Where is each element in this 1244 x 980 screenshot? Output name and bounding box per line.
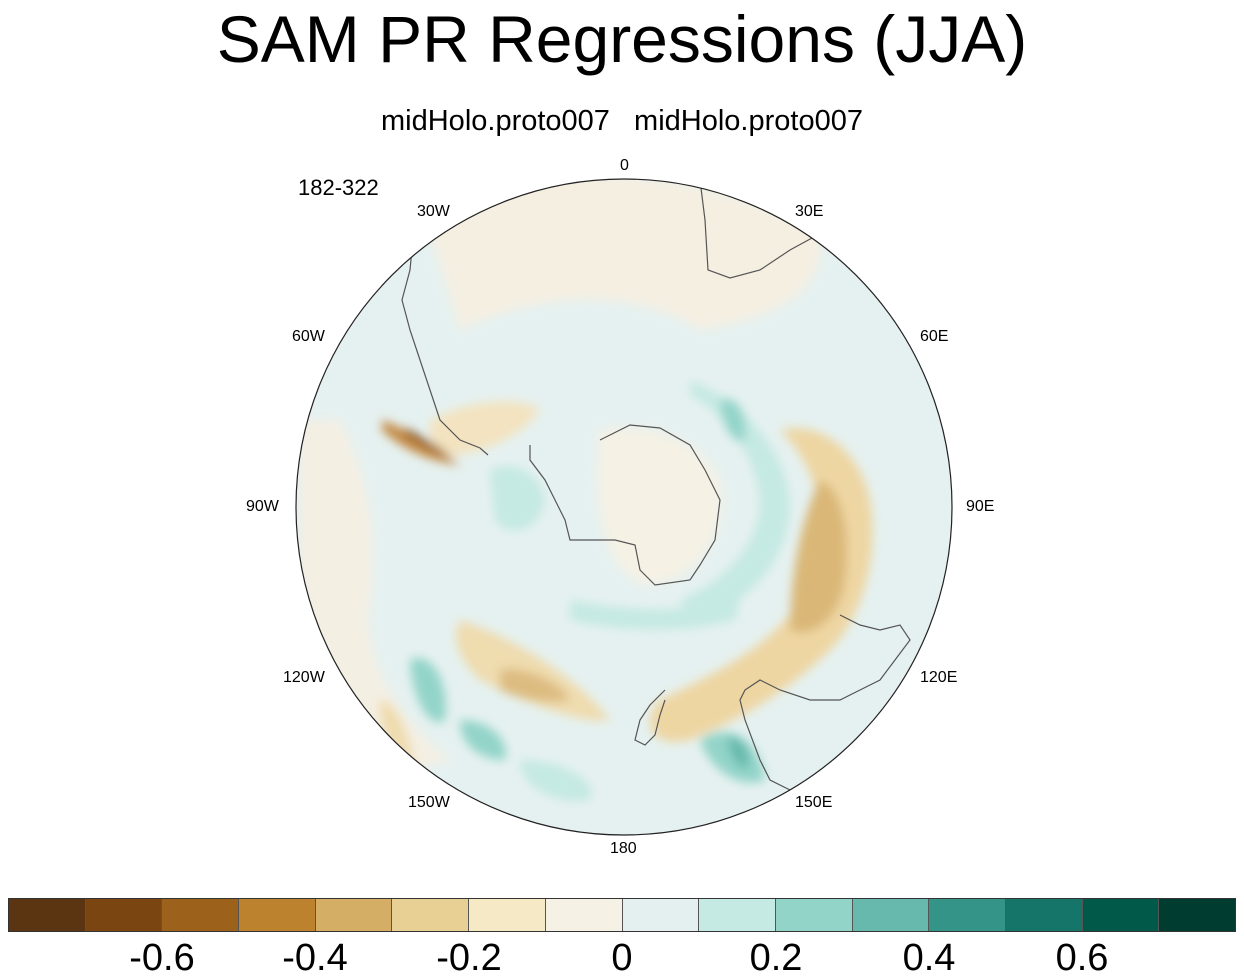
- colorbar-swatch: [852, 899, 930, 931]
- lon-label-90e: 90E: [966, 498, 995, 515]
- colorbar: [8, 898, 1236, 932]
- colorbar-swatch: [315, 899, 393, 931]
- lon-label-150w: 150W: [408, 794, 450, 811]
- colorbar-tick-label: 0.4: [902, 937, 956, 979]
- lon-label-120w: 120W: [283, 669, 325, 686]
- colorbar-swatch: [929, 899, 1006, 931]
- lon-label-30w: 30W: [417, 203, 450, 220]
- colorbar-swatch: [699, 899, 776, 931]
- lon-label-0: 0: [620, 157, 629, 174]
- colorbar-swatch: [622, 899, 700, 931]
- lon-label-120e: 120E: [920, 669, 958, 686]
- map-subtitle: midHolo.proto007 midHolo.proto007: [381, 105, 863, 137]
- colorbar-swatch: [162, 899, 240, 931]
- colorbar-swatch: [775, 899, 853, 931]
- lon-label-30e: 30E: [795, 203, 824, 220]
- colorbar-tick-label: -0.4: [282, 937, 348, 979]
- colorbar-tick-label: 0.2: [749, 937, 803, 979]
- map-border: [295, 178, 953, 836]
- colorbar-swatch: [1005, 899, 1083, 931]
- lon-label-60w: 60W: [292, 328, 325, 345]
- colorbar-tick-label: 0.6: [1055, 937, 1109, 979]
- polar-map: [295, 178, 953, 836]
- colorbar-swatch: [9, 899, 86, 931]
- colorbar-tick-label: -0.6: [129, 937, 195, 979]
- lon-label-180: 180: [610, 840, 637, 857]
- colorbar-swatch: [1082, 899, 1160, 931]
- colorbar-swatch: [545, 899, 623, 931]
- map-title: SAM PR Regressions (JJA): [216, 2, 1028, 76]
- colorbar-tick-label: 0: [611, 937, 633, 979]
- year-range-label: 182-322: [298, 175, 379, 200]
- lon-label-60e: 60E: [920, 328, 949, 345]
- colorbar-swatch: [239, 899, 316, 931]
- coastlines: [401, 179, 911, 791]
- colorbar-tick-label: -0.2: [436, 937, 502, 979]
- colorbar-swatch: [392, 899, 470, 931]
- lon-label-150e: 150E: [795, 794, 833, 811]
- colorbar-swatch: [85, 899, 163, 931]
- lon-label-90w: 90W: [246, 498, 279, 515]
- colorbar-swatch: [469, 899, 546, 931]
- colorbar-swatch: [1159, 899, 1235, 931]
